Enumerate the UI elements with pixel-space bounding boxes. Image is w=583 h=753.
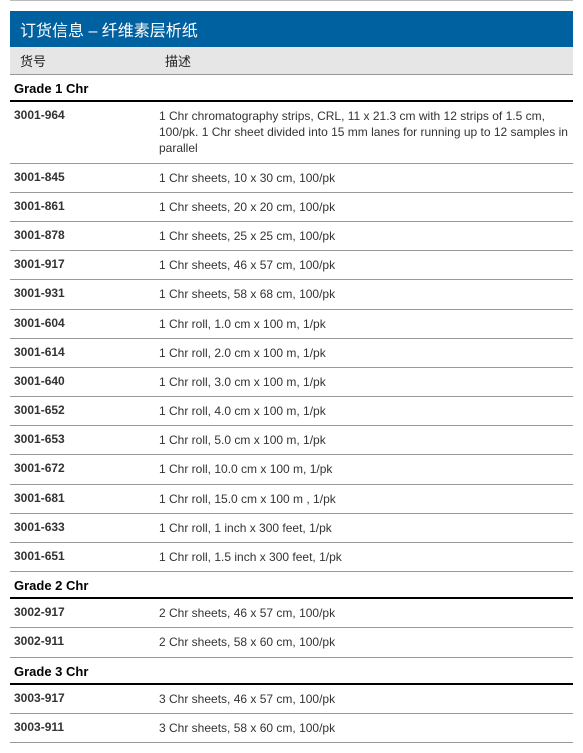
sku-cell: 3002-911 [10,634,155,650]
desc-cell: 1 Chr chromatography strips, CRL, 11 x 2… [155,108,573,157]
table-row: 3002-9172 Chr sheets, 46 x 57 cm, 100/pk [10,599,573,628]
table-row: 3001-9641 Chr chromatography strips, CRL… [10,102,573,164]
desc-cell: 3 Chr sheets, 46 x 57 cm, 100/pk [155,691,573,707]
table-row: 3001-6401 Chr roll, 3.0 cm x 100 m, 1/pk [10,368,573,397]
sku-cell: 3003-911 [10,720,155,736]
sku-cell: 3001-652 [10,403,155,419]
top-rule [10,0,573,5]
desc-cell: 3 Chr sheets, 58 x 60 cm, 100/pk [155,720,573,736]
sku-cell: 3001-681 [10,491,155,507]
desc-cell: 1 Chr roll, 3.0 cm x 100 m, 1/pk [155,374,573,390]
sku-cell: 3001-651 [10,549,155,565]
table-row: 3001-6331 Chr roll, 1 inch x 300 feet, 1… [10,514,573,543]
sku-cell: 3001-640 [10,374,155,390]
desc-cell: 2 Chr sheets, 58 x 60 cm, 100/pk [155,634,573,650]
sku-cell: 3001-964 [10,108,155,157]
desc-cell: 1 Chr sheets, 25 x 25 cm, 100/pk [155,228,573,244]
sku-cell: 3001-604 [10,316,155,332]
column-header-desc: 描述 [155,47,573,74]
sku-cell: 3001-614 [10,345,155,361]
sku-cell: 3002-917 [10,605,155,621]
table-row: 3001-6521 Chr roll, 4.0 cm x 100 m, 1/pk [10,397,573,426]
sections-container: Grade 1 Chr3001-9641 Chr chromatography … [10,75,573,743]
table-row: 3001-6531 Chr roll, 5.0 cm x 100 m, 1/pk [10,426,573,455]
sku-cell: 3001-917 [10,257,155,273]
sku-cell: 3001-878 [10,228,155,244]
table-row: 3001-8451 Chr sheets, 10 x 30 cm, 100/pk [10,164,573,193]
table-row: 3001-6721 Chr roll, 10.0 cm x 100 m, 1/p… [10,455,573,484]
desc-cell: 2 Chr sheets, 46 x 57 cm, 100/pk [155,605,573,621]
section-header: Grade 3 Chr [10,658,573,685]
desc-cell: 1 Chr roll, 1.5 inch x 300 feet, 1/pk [155,549,573,565]
desc-cell: 1 Chr roll, 2.0 cm x 100 m, 1/pk [155,345,573,361]
desc-cell: 1 Chr sheets, 58 x 68 cm, 100/pk [155,286,573,302]
column-header-row: 货号 描述 [10,47,573,75]
desc-cell: 1 Chr roll, 1.0 cm x 100 m, 1/pk [155,316,573,332]
table-row: 3001-8611 Chr sheets, 20 x 20 cm, 100/pk [10,193,573,222]
table-row: 3002-9112 Chr sheets, 58 x 60 cm, 100/pk [10,628,573,657]
page-title: 订货信息 – 纤维素层析纸 [10,11,573,47]
table-row: 3001-9311 Chr sheets, 58 x 68 cm, 100/pk [10,280,573,309]
table-row: 3003-9173 Chr sheets, 46 x 57 cm, 100/pk [10,685,573,714]
column-header-sku: 货号 [10,47,155,74]
desc-cell: 1 Chr roll, 5.0 cm x 100 m, 1/pk [155,432,573,448]
table-row: 3001-9171 Chr sheets, 46 x 57 cm, 100/pk [10,251,573,280]
desc-cell: 1 Chr sheets, 46 x 57 cm, 100/pk [155,257,573,273]
sku-cell: 3001-931 [10,286,155,302]
sku-cell: 3001-653 [10,432,155,448]
sku-cell: 3001-672 [10,461,155,477]
desc-cell: 1 Chr sheets, 20 x 20 cm, 100/pk [155,199,573,215]
table-row: 3001-6041 Chr roll, 1.0 cm x 100 m, 1/pk [10,310,573,339]
desc-cell: 1 Chr sheets, 10 x 30 cm, 100/pk [155,170,573,186]
table-row: 3001-6511 Chr roll, 1.5 inch x 300 feet,… [10,543,573,572]
section-header: Grade 2 Chr [10,572,573,599]
section-header: Grade 1 Chr [10,75,573,102]
sku-cell: 3001-845 [10,170,155,186]
table-row: 3003-9113 Chr sheets, 58 x 60 cm, 100/pk [10,714,573,743]
desc-cell: 1 Chr roll, 10.0 cm x 100 m, 1/pk [155,461,573,477]
desc-cell: 1 Chr roll, 4.0 cm x 100 m, 1/pk [155,403,573,419]
desc-cell: 1 Chr roll, 15.0 cm x 100 m , 1/pk [155,491,573,507]
table-row: 3001-6811 Chr roll, 15.0 cm x 100 m , 1/… [10,485,573,514]
desc-cell: 1 Chr roll, 1 inch x 300 feet, 1/pk [155,520,573,536]
table-row: 3001-8781 Chr sheets, 25 x 25 cm, 100/pk [10,222,573,251]
sku-cell: 3001-861 [10,199,155,215]
table-row: 3001-6141 Chr roll, 2.0 cm x 100 m, 1/pk [10,339,573,368]
sku-cell: 3003-917 [10,691,155,707]
sku-cell: 3001-633 [10,520,155,536]
